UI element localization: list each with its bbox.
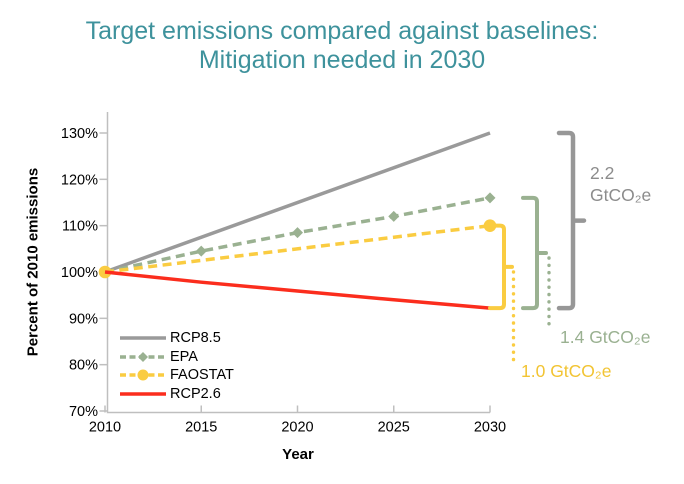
annotation-yellow-label: 1.0 GtCO₂e: [521, 361, 612, 381]
chart-title: Target emissions compared against baseli…: [0, 17, 684, 75]
legend-item-rcp85: RCP8.5: [119, 329, 234, 348]
axis-lines: [106, 112, 490, 414]
marker-diamond-epa: [195, 245, 207, 257]
series-line-rcp2.6: [104, 270, 491, 310]
chart-legend: RCP8.5 EPA FAOSTAT RCP2.6: [119, 329, 234, 403]
marker-diamond-epa: [484, 192, 496, 204]
y-tick-label: 70%: [69, 404, 98, 420]
legend-marker-circle: [137, 369, 149, 381]
chart-title-line2: Mitigation needed in 2030: [198, 46, 486, 74]
legend-label-rcp85: RCP8.5: [170, 330, 221, 347]
annotation-gray-label: 2.2 GtCO₂e: [590, 163, 651, 206]
legend-label-rcp26: RCP2.6: [170, 386, 221, 403]
x-axis-title: Year: [282, 446, 314, 463]
x-tick-label: 2015: [185, 420, 217, 436]
legend-item-rcp26: RCP2.6: [119, 385, 234, 404]
x-tick-label: 2030: [474, 420, 506, 436]
legend-item-faostat: FAOSTAT: [119, 366, 234, 385]
x-tick-label: 2010: [89, 420, 121, 436]
annotation-gray-unit: GtCO₂e: [590, 184, 652, 205]
marker-diamond-epa: [388, 210, 400, 222]
x-tick-label: 2020: [281, 420, 313, 436]
y-tick-label: 110%: [62, 219, 98, 235]
legend-label-faostat: FAOSTAT: [170, 367, 234, 384]
x-tick-label: 2025: [378, 420, 410, 436]
gray-bracket: [556, 130, 587, 311]
y-tick-label: 80%: [69, 358, 98, 374]
yellow-bracket: [488, 223, 514, 311]
annotation-green-label: 1.4 GtCO₂e: [560, 327, 651, 347]
legend-marker-diamond: [138, 351, 148, 362]
green-bracket: [521, 195, 548, 311]
y-tick-label: 100%: [61, 265, 98, 281]
legend-item-epa: EPA: [119, 348, 234, 367]
legend-swatch-faostat: [120, 369, 166, 381]
series-line-rcp8.5: [104, 131, 491, 274]
annotation-gray-value: 2.2: [590, 163, 615, 183]
marker-diamond-epa: [292, 227, 303, 239]
legend-swatch-rcp85: [120, 336, 166, 341]
series-line-faostat: [104, 223, 491, 274]
legend-swatch-epa: [120, 351, 166, 362]
legend-label-epa: EPA: [170, 348, 198, 365]
y-tick-label: 120%: [61, 172, 98, 188]
chart-title-line1: Target emissions compared against baseli…: [85, 17, 599, 45]
y-tick-label: 90%: [69, 311, 98, 327]
y-tick-label: 130%: [61, 126, 98, 142]
legend-swatch-rcp26: [120, 392, 166, 396]
